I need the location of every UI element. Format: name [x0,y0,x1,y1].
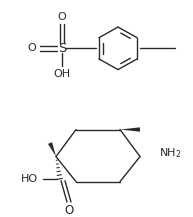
Text: OH: OH [53,69,71,79]
Text: HO: HO [20,174,38,184]
Polygon shape [120,127,140,132]
Text: NH$_2$: NH$_2$ [159,146,181,160]
Text: O: O [64,204,74,217]
Text: O: O [28,43,36,53]
Text: O: O [58,12,66,22]
Text: S: S [58,42,66,55]
Polygon shape [48,142,56,157]
